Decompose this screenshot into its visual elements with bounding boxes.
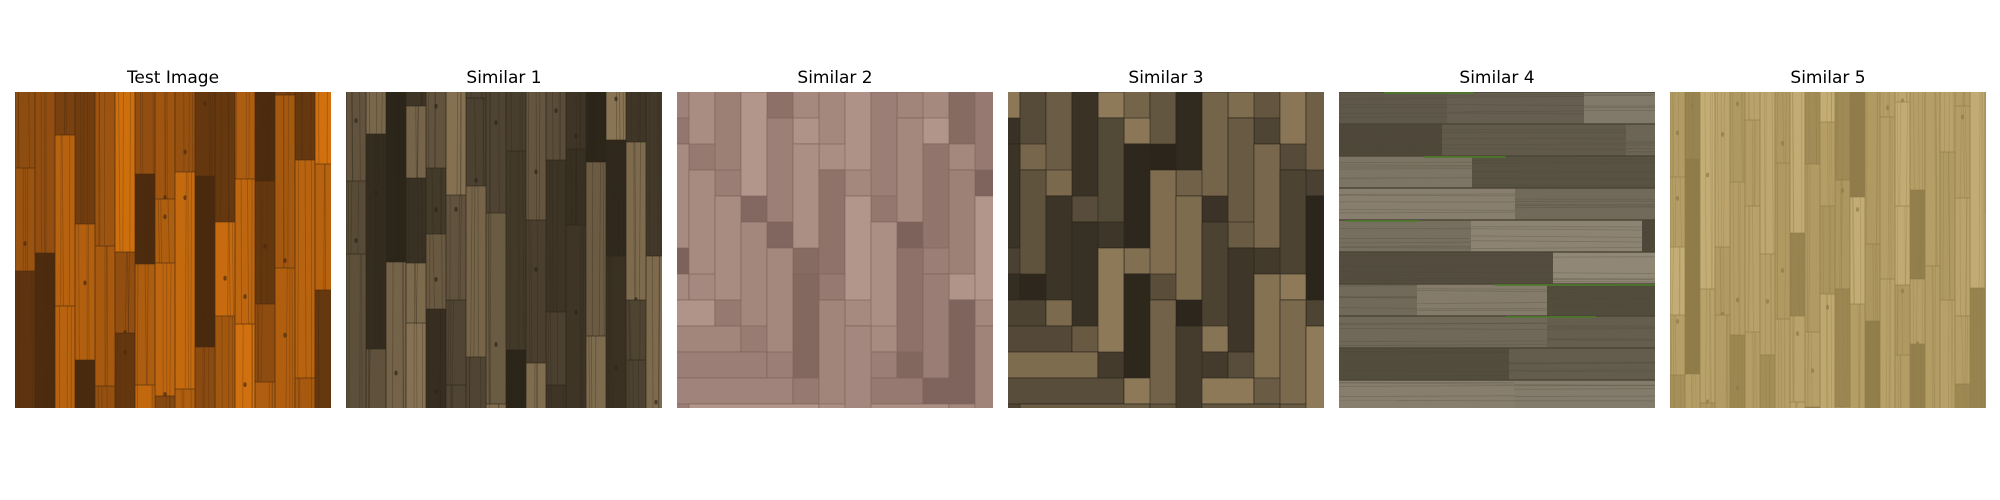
panel-title: Similar 2 — [797, 68, 873, 88]
panel-title: Similar 5 — [1790, 68, 1866, 88]
texture-image-similar-3 — [1008, 92, 1324, 408]
texture-image-similar-4 — [1339, 92, 1655, 408]
texture-image-similar-5 — [1670, 92, 1986, 408]
panel-similar-5: Similar 5 — [1670, 66, 1986, 408]
panel-similar-2: Similar 2 — [677, 66, 993, 408]
panel-title: Test Image — [126, 68, 220, 88]
panel-similar-3: Similar 3 — [1008, 66, 1324, 408]
panel-title: Similar 4 — [1459, 68, 1535, 88]
panel-test-image: Test Image — [15, 66, 331, 408]
texture-image-similar-1 — [346, 92, 662, 408]
texture-image-test — [15, 92, 331, 408]
texture-image-similar-2 — [677, 92, 993, 408]
panel-similar-1: Similar 1 — [346, 66, 662, 408]
panel-similar-4: Similar 4 — [1339, 66, 1655, 408]
panel-title: Similar 3 — [1128, 68, 1204, 88]
panel-title: Similar 1 — [466, 68, 542, 88]
